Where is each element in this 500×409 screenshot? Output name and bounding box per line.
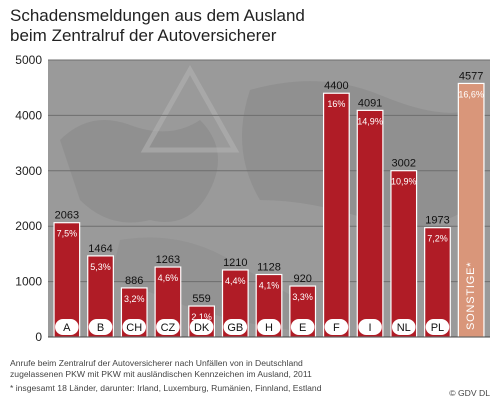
bar-value-label: 4400 — [324, 80, 348, 92]
category-label-pill — [425, 319, 450, 335]
bar-value-label: 1263 — [156, 254, 180, 266]
category-label-pill — [324, 319, 349, 335]
x-category-label: SONSTIGE* — [465, 262, 477, 330]
bar-percent-label: 2,1% — [191, 312, 212, 322]
bar — [457, 82, 485, 338]
bar-percent-label: 4,6% — [158, 273, 179, 283]
credit: © GDV DL — [449, 388, 490, 398]
bar-percent-label: 14,9% — [357, 116, 383, 126]
bar-percent-label: 5,3% — [90, 262, 111, 272]
y-tick-label: 3000 — [15, 164, 42, 178]
bar — [390, 170, 418, 338]
bar-percent-label: 3,3% — [292, 292, 313, 302]
y-tick-label: 0 — [35, 330, 42, 344]
x-category-label: CH — [126, 322, 142, 334]
background-landmass — [110, 237, 300, 330]
x-category-label: NL — [397, 322, 411, 334]
category-label-pill — [290, 319, 315, 335]
bar — [356, 109, 384, 338]
bar-value-label: 4091 — [358, 97, 382, 109]
bar-value-label: 920 — [294, 273, 312, 285]
bar-value-label: 3002 — [392, 158, 416, 170]
x-category-label: F — [333, 322, 340, 334]
bar-percent-label: 16% — [327, 99, 345, 109]
chart-title-line-1: Schadensmeldungen aus dem Ausland — [10, 6, 305, 25]
category-label-pill — [122, 319, 147, 335]
category-label-pill — [189, 319, 214, 335]
bar-percent-label: 4,1% — [259, 281, 280, 291]
x-category-label: DK — [194, 322, 210, 334]
x-category-label: A — [63, 322, 71, 334]
bar-value-label: 2063 — [55, 210, 79, 222]
bar-value-label: 1128 — [257, 262, 281, 274]
x-category-label: I — [369, 322, 372, 334]
footer-description-line-1: Anrufe beim Zentralruf der Autoversicher… — [10, 358, 303, 368]
bar-percent-label: 7,2% — [427, 234, 448, 244]
bar-percent-label: 16,6% — [458, 89, 484, 99]
bar-value-label: 1973 — [425, 215, 449, 227]
bar-value-label: 1210 — [223, 257, 247, 269]
chart-title: Schadensmeldungen aus dem Ausland beim Z… — [10, 6, 490, 46]
x-category-label: CZ — [161, 322, 176, 334]
category-label-pill — [223, 319, 248, 335]
category-label-pill — [391, 319, 416, 335]
footer-description-line-2: zugelassenen PKW mit PKW mit ausländisch… — [10, 369, 312, 379]
category-label-pill — [358, 319, 382, 335]
bar-value-label: 1464 — [88, 243, 112, 255]
bar-percent-label: 10,9% — [391, 177, 417, 187]
footnote: * insgesamt 18 Länder, darunter: Irland,… — [10, 383, 322, 393]
category-label-pill — [55, 319, 79, 335]
background-warning-triangle — [140, 64, 240, 153]
category-label-pill — [88, 319, 113, 335]
x-category-label: GB — [227, 322, 243, 334]
y-tick-label: 4000 — [15, 108, 42, 122]
y-tick-label: 5000 — [15, 53, 42, 67]
bar-percent-label: 4,4% — [225, 276, 246, 286]
x-category-label: B — [97, 322, 104, 334]
x-category-label: H — [265, 322, 273, 334]
x-category-label: E — [299, 322, 306, 334]
bar-value-label: 886 — [125, 275, 143, 287]
y-tick-label: 2000 — [15, 219, 42, 233]
chart-footer: Anrufe beim Zentralruf der Autoversicher… — [10, 358, 490, 394]
bar-percent-label: 7,5% — [57, 229, 78, 239]
chart-title-line-2: beim Zentralruf der Autoversicherer — [10, 26, 277, 45]
bar-percent-label: 3,2% — [124, 294, 145, 304]
x-category-label: PL — [431, 322, 444, 334]
bar-value-label: 559 — [192, 293, 210, 305]
bar — [322, 92, 350, 338]
bar-value-label: 4577 — [459, 70, 483, 82]
category-label-pill — [156, 319, 180, 335]
bar — [424, 227, 451, 338]
category-label-pill — [257, 319, 281, 335]
y-tick-label: 1000 — [15, 275, 42, 289]
